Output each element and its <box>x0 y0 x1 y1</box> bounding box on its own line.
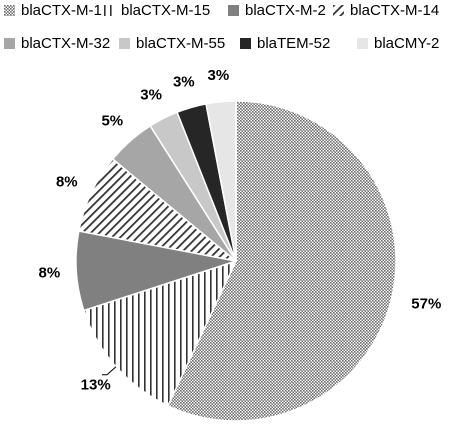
legend-swatch <box>4 5 15 16</box>
legend: blaCTX-M-1 blaCTX-M-15 blaCTX-M-2 blaCTX-M-… <box>0 0 474 60</box>
data-label: 57% <box>411 296 441 313</box>
legend-label: blaCTX-M-2 <box>245 2 326 19</box>
legend-item: blaTEM-52 <box>240 35 330 52</box>
legend-label: blaCTX-M-15 <box>121 2 211 19</box>
legend-swatch <box>357 38 368 49</box>
legend-label: blaCTX-M-1 <box>21 2 102 19</box>
data-label: 8% <box>56 173 78 190</box>
legend-item: blaCTX-M-2 <box>228 2 326 19</box>
leader-line <box>102 366 117 376</box>
legend-label: blaCTX-M-14 <box>350 2 440 19</box>
legend-item: blaCTX-M-14 <box>333 2 439 19</box>
pie-slice-blactx-m-15 <box>82 259 238 407</box>
legend-item: blaCTX-M-55 <box>119 35 225 52</box>
legend-swatch <box>240 38 251 49</box>
pie-slice-blacmy-2 <box>205 100 237 262</box>
legend-label: blaCMY-2 <box>374 35 440 52</box>
legend-item: blaCTX-M-32 <box>4 35 110 52</box>
data-label: 5% <box>101 113 123 130</box>
data-label: 3% <box>173 73 195 90</box>
legend-swatch <box>4 38 15 49</box>
legend-item: blaCMY-2 <box>357 35 439 52</box>
legend-swatch <box>119 38 130 49</box>
legend-label: blaCTX-M-32 <box>21 35 111 52</box>
legend-label: blaCTX-M-55 <box>136 35 226 52</box>
legend-swatch <box>228 5 239 16</box>
data-label: 8% <box>39 265 61 282</box>
legend-item: blaCTX-M-1 <box>4 2 102 19</box>
legend-swatch <box>333 5 344 16</box>
legend-swatch <box>104 5 115 16</box>
pie-slice-blactx-m-1 <box>166 100 397 422</box>
data-label: 3% <box>140 86 162 103</box>
legend-item: blaCTX-M-15 <box>104 2 210 19</box>
legend-label: blaTEM-52 <box>257 35 331 52</box>
data-label: 13% <box>81 377 111 394</box>
data-label: 3% <box>208 67 230 84</box>
